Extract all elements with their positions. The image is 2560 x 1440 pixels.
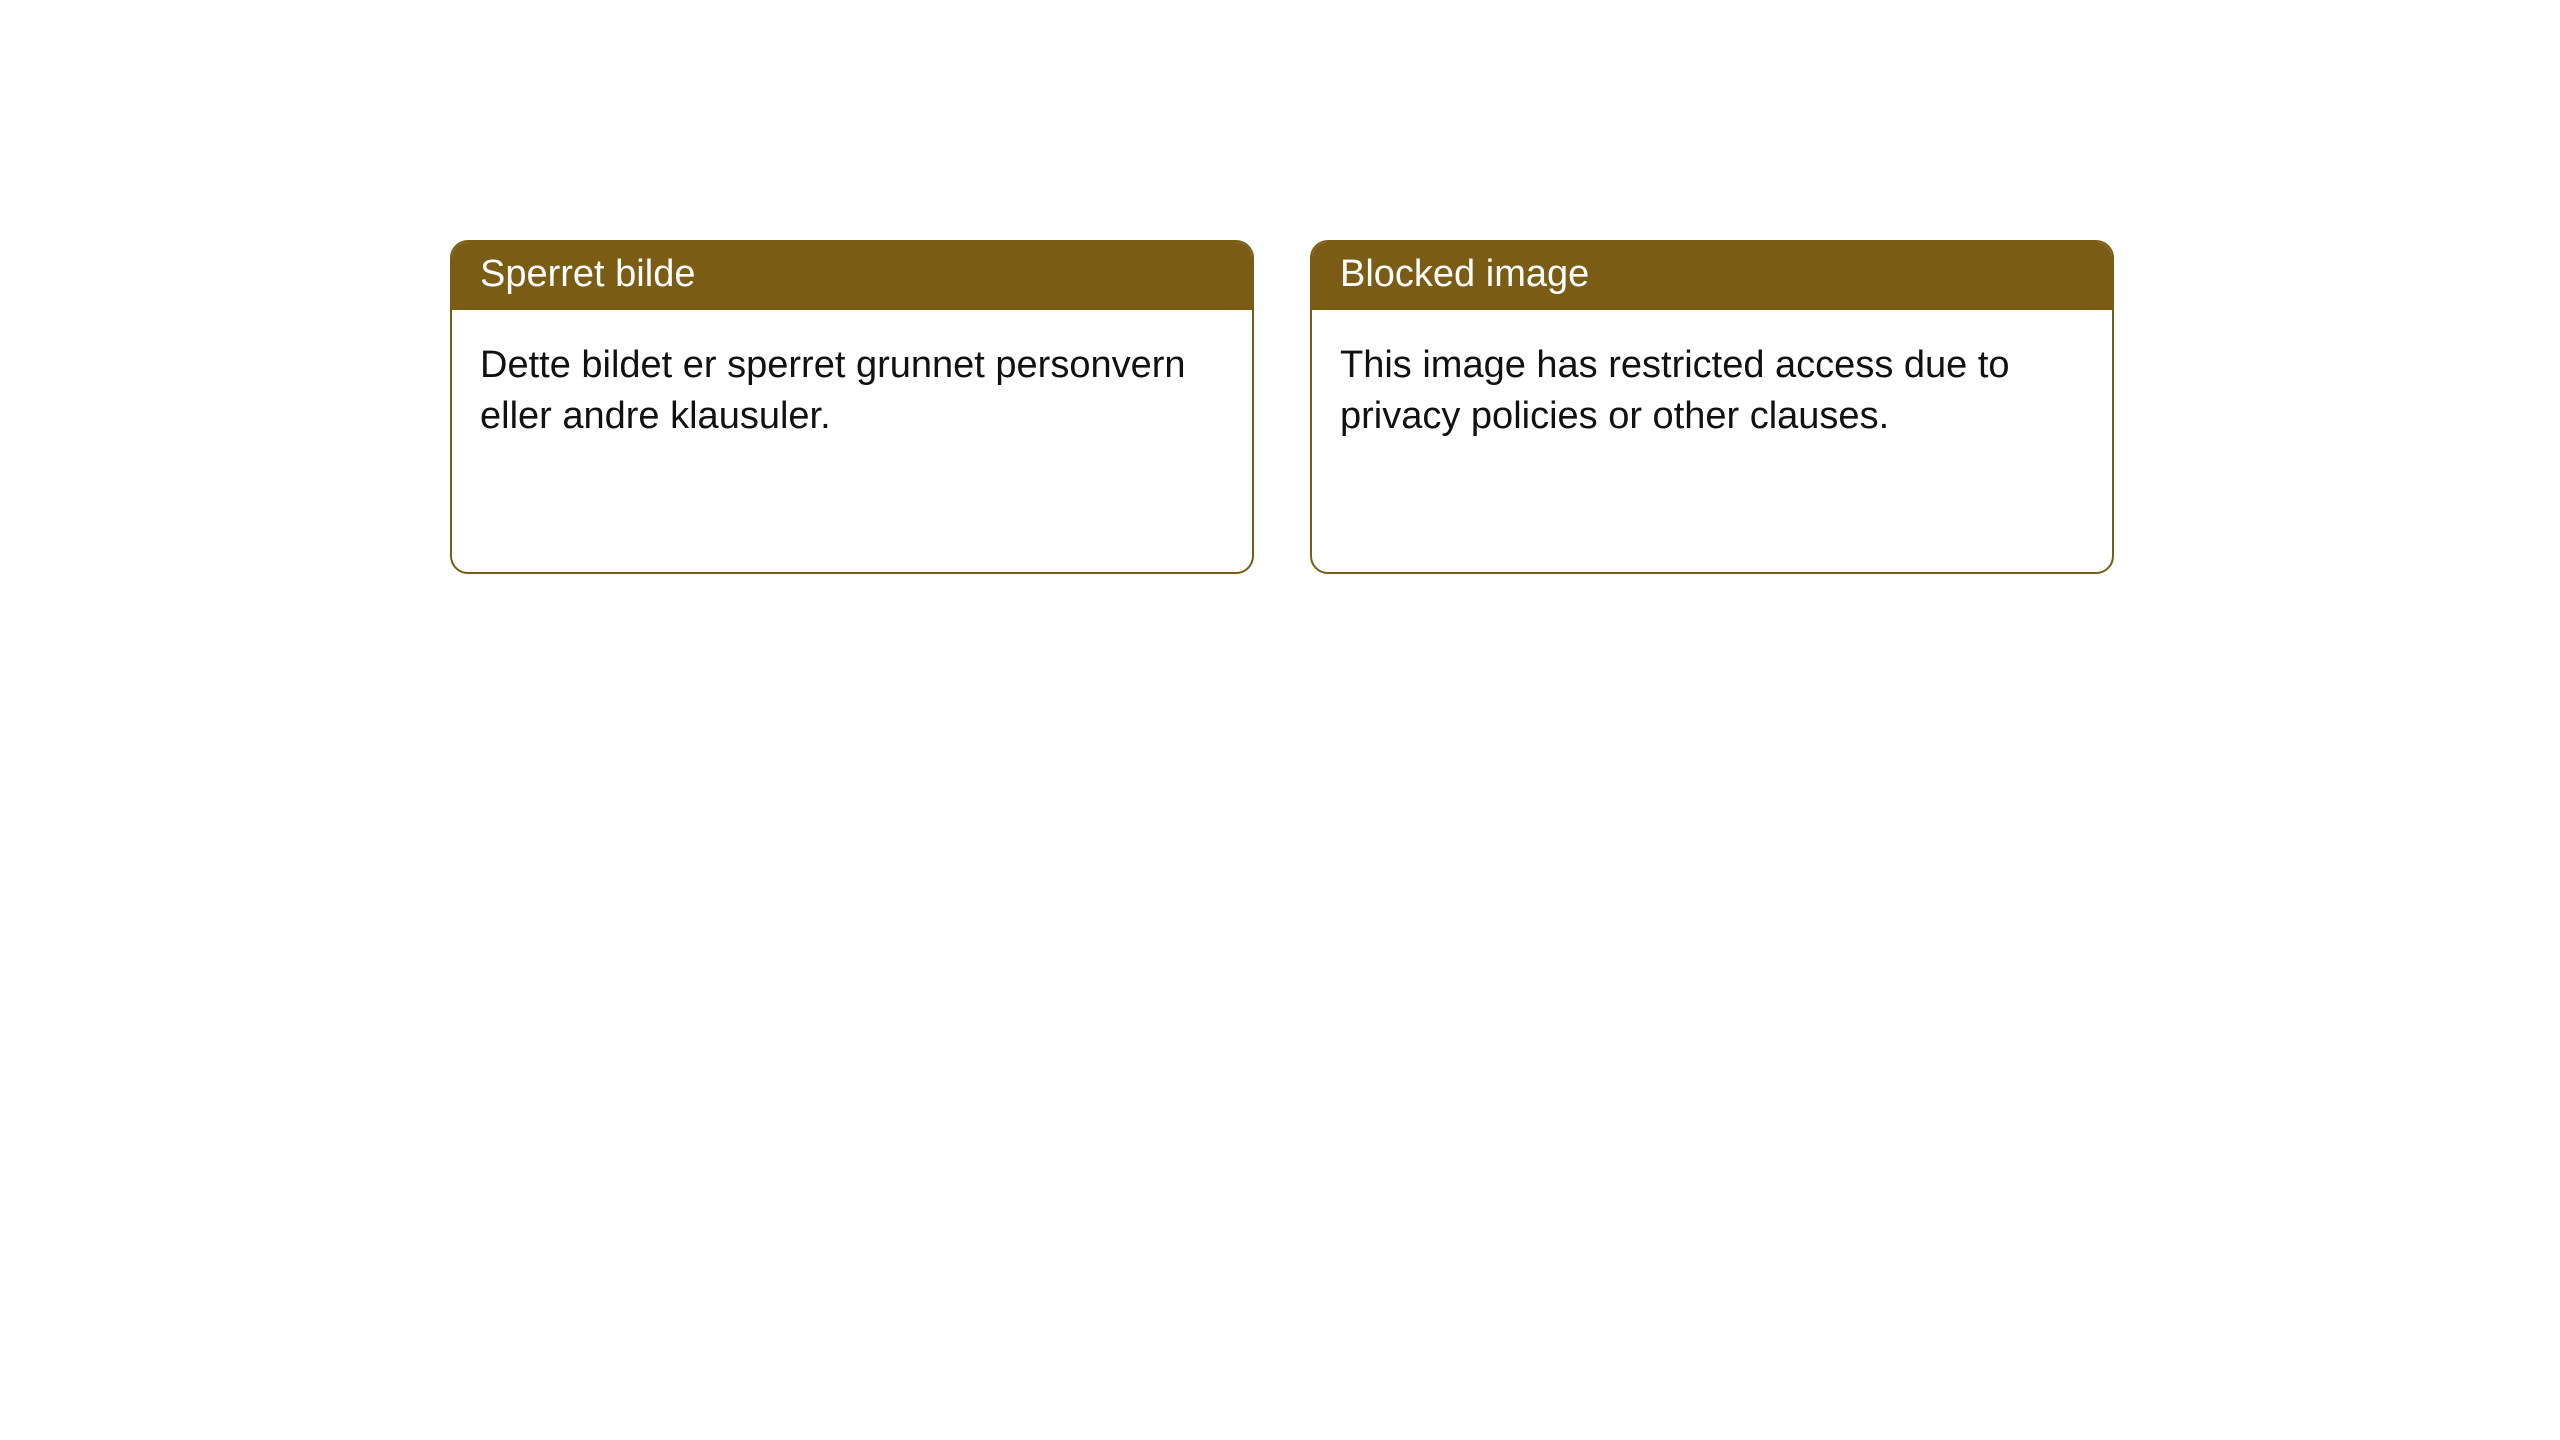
notice-header-english: Blocked image bbox=[1312, 242, 2112, 310]
notice-container: Sperret bilde Dette bildet er sperret gr… bbox=[0, 0, 2560, 574]
notice-header-norwegian: Sperret bilde bbox=[452, 242, 1252, 310]
notice-body-english: This image has restricted access due to … bbox=[1312, 310, 2112, 473]
notice-card-english: Blocked image This image has restricted … bbox=[1310, 240, 2114, 574]
notice-card-norwegian: Sperret bilde Dette bildet er sperret gr… bbox=[450, 240, 1254, 574]
notice-body-norwegian: Dette bildet er sperret grunnet personve… bbox=[452, 310, 1252, 473]
